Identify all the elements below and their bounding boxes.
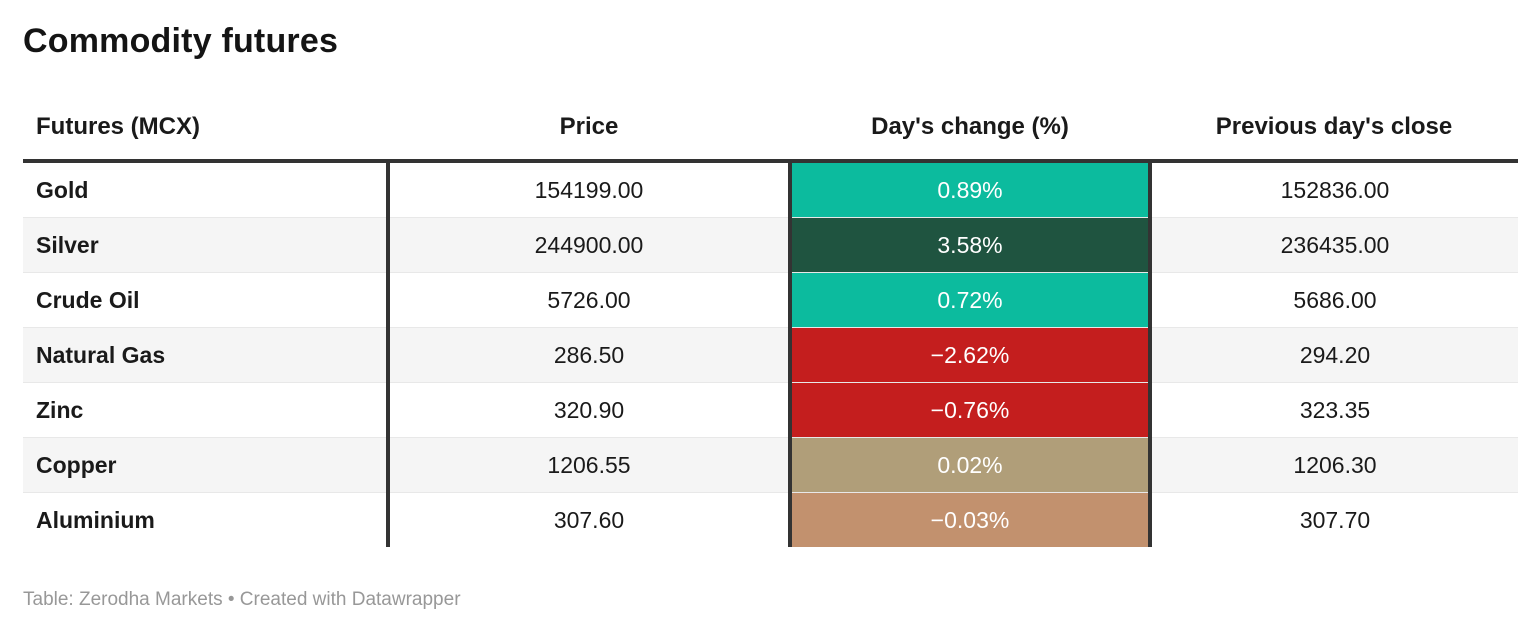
previous-close-cell: 323.35 <box>1150 382 1518 438</box>
table-row: Gold 154199.00 0.89% 152836.00 <box>23 161 1518 218</box>
price-cell: 244900.00 <box>388 217 790 273</box>
previous-close-cell: 307.70 <box>1150 492 1518 547</box>
table-row: Zinc 320.90 −0.76% 323.35 <box>23 382 1518 438</box>
price-cell: 320.90 <box>388 382 790 438</box>
days-change-cell: −0.03% <box>788 492 1152 547</box>
page-title: Commodity futures <box>23 22 339 60</box>
price-cell: 5726.00 <box>388 272 790 328</box>
price-cell: 307.60 <box>388 492 790 547</box>
days-change-cell: −0.76% <box>788 382 1152 438</box>
column-header-0: Futures (MCX) <box>23 105 388 163</box>
days-change-cell: 0.89% <box>788 161 1152 218</box>
table-row: Copper 1206.55 0.02% 1206.30 <box>23 437 1518 493</box>
previous-close-cell: 152836.00 <box>1280 176 1390 203</box>
previous-close-cell: 294.20 <box>1150 327 1518 383</box>
table-body: Gold 154199.00 0.89% 152836.00 Silver 244900.… <box>23 161 1518 547</box>
table-row: Silver 244900.00 3.58% 236435.00 <box>23 217 1518 273</box>
commodity-futures-table: Futures (MCX) Price Day's change (%) Previo… <box>23 105 1518 547</box>
days-change-cell: −2.62% <box>788 327 1152 383</box>
column-header-2: Day's change (%) <box>790 105 1150 163</box>
price-cell: 154199.00 <box>534 176 644 203</box>
price-cell: 286.50 <box>388 327 790 383</box>
futures-name-cell: Natural Gas <box>23 327 390 383</box>
futures-name-cell: Zinc <box>23 382 390 438</box>
table-row: Aluminium 307.60 −0.03% 307.70 <box>23 492 1518 547</box>
futures-name-cell: Silver <box>23 217 390 273</box>
column-header-3: Previous day's close <box>1150 105 1518 163</box>
table-header: Futures (MCX) Price Day's change (%) Previo… <box>23 105 1518 163</box>
table-row: Natural Gas 286.50 −2.62% 294.20 <box>23 327 1518 383</box>
column-header-1: Price <box>388 105 790 163</box>
days-change-cell: 3.58% <box>788 217 1152 273</box>
table-header-row: Futures (MCX) Price Day's change (%) Previo… <box>23 105 1518 163</box>
attribution-footer: Table: Zerodha Markets • Created with Da… <box>23 589 461 610</box>
futures-name-cell: Copper <box>23 437 390 493</box>
previous-close-cell: 1206.30 <box>1150 437 1518 493</box>
price-cell: 1206.55 <box>388 437 790 493</box>
previous-close-cell: 236435.00 <box>1150 217 1518 273</box>
days-change-cell: 0.72% <box>788 272 1152 328</box>
previous-close-cell: 5686.00 <box>1150 272 1518 328</box>
table-row: Crude Oil 5726.00 0.72% 5686.00 <box>23 272 1518 328</box>
futures-name-cell: Gold <box>23 161 390 218</box>
futures-name-cell: Aluminium <box>23 492 390 547</box>
days-change-cell: 0.02% <box>788 437 1152 493</box>
futures-name-cell: Crude Oil <box>23 272 390 328</box>
